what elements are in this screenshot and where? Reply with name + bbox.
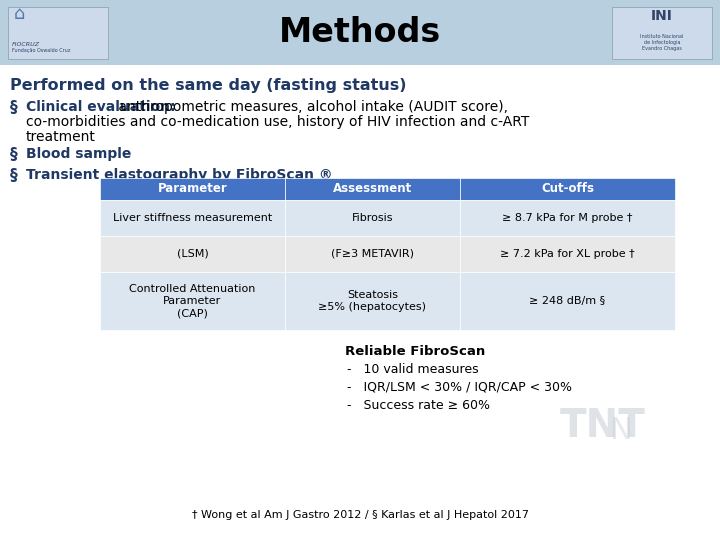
Text: §: § bbox=[10, 147, 18, 162]
Bar bbox=[285, 178, 460, 200]
Bar bbox=[460, 236, 675, 272]
Text: ≥ 7.2 kPa for XL probe †: ≥ 7.2 kPa for XL probe † bbox=[500, 249, 635, 259]
Bar bbox=[612, 7, 712, 59]
Text: INI: INI bbox=[651, 9, 673, 23]
Text: ⌂: ⌂ bbox=[14, 5, 25, 23]
Text: † Wong et al Am J Gastro 2012 / § Karlas et al J Hepatol 2017: † Wong et al Am J Gastro 2012 / § Karlas… bbox=[192, 510, 528, 520]
Text: (LSM): (LSM) bbox=[176, 249, 208, 259]
Text: TNT: TNT bbox=[560, 407, 646, 445]
Bar bbox=[100, 236, 285, 272]
Text: Controlled Attenuation
Parameter
(CAP): Controlled Attenuation Parameter (CAP) bbox=[130, 284, 256, 319]
Text: Fibrosis: Fibrosis bbox=[352, 213, 393, 223]
Text: (F≥3 METAVIR): (F≥3 METAVIR) bbox=[331, 249, 414, 259]
Text: Reliable FibroScan: Reliable FibroScan bbox=[345, 345, 485, 358]
Text: Clinical evaluation:: Clinical evaluation: bbox=[26, 100, 176, 114]
Text: Steatosis
≥5% (hepatocytes): Steatosis ≥5% (hepatocytes) bbox=[318, 290, 426, 312]
Bar bbox=[0, 0, 720, 65]
Bar bbox=[8, 7, 108, 59]
Bar bbox=[460, 178, 675, 200]
Text: Parameter: Parameter bbox=[158, 183, 228, 195]
Text: -   10 valid measures: - 10 valid measures bbox=[347, 363, 479, 376]
Text: Liver stiffness measurement: Liver stiffness measurement bbox=[113, 213, 272, 223]
Text: Transient elastography by FibroScan ®: Transient elastography by FibroScan ® bbox=[26, 168, 333, 182]
Text: Fundação Oswaldo Cruz: Fundação Oswaldo Cruz bbox=[12, 48, 71, 53]
Text: Cut-offs: Cut-offs bbox=[541, 183, 594, 195]
Text: §: § bbox=[10, 100, 18, 115]
Text: §: § bbox=[10, 168, 18, 183]
Bar bbox=[100, 272, 285, 330]
Bar bbox=[100, 200, 285, 236]
Text: treatment: treatment bbox=[26, 130, 96, 144]
Text: Methods: Methods bbox=[279, 16, 441, 49]
Bar bbox=[460, 272, 675, 330]
Text: Performed on the same day (fasting status): Performed on the same day (fasting statu… bbox=[10, 78, 407, 93]
Bar bbox=[100, 178, 285, 200]
Text: Instituto Nacional
de Infectologia
Evandro Chagas: Instituto Nacional de Infectologia Evand… bbox=[640, 35, 684, 51]
Bar bbox=[285, 200, 460, 236]
Text: ≥ 8.7 kPa for M probe †: ≥ 8.7 kPa for M probe † bbox=[503, 213, 633, 223]
Text: Blood sample: Blood sample bbox=[26, 147, 131, 161]
Text: anthropometric measures, alcohol intake (AUDIT score),: anthropometric measures, alcohol intake … bbox=[114, 100, 508, 114]
Text: ≥ 248 dB/m §: ≥ 248 dB/m § bbox=[529, 296, 606, 306]
Text: -   Success rate ≥ 60%: - Success rate ≥ 60% bbox=[347, 399, 490, 412]
Bar bbox=[285, 236, 460, 272]
Text: FIOCRUZ: FIOCRUZ bbox=[12, 42, 40, 47]
Bar bbox=[285, 272, 460, 330]
Bar bbox=[460, 200, 675, 236]
Text: co-morbidities and co-medication use, history of HIV infection and c-ART: co-morbidities and co-medication use, hi… bbox=[26, 115, 529, 129]
Text: N: N bbox=[610, 416, 633, 445]
Text: -   IQR/LSM < 30% / IQR/CAP < 30%: - IQR/LSM < 30% / IQR/CAP < 30% bbox=[347, 381, 572, 394]
Text: Assessment: Assessment bbox=[333, 183, 412, 195]
